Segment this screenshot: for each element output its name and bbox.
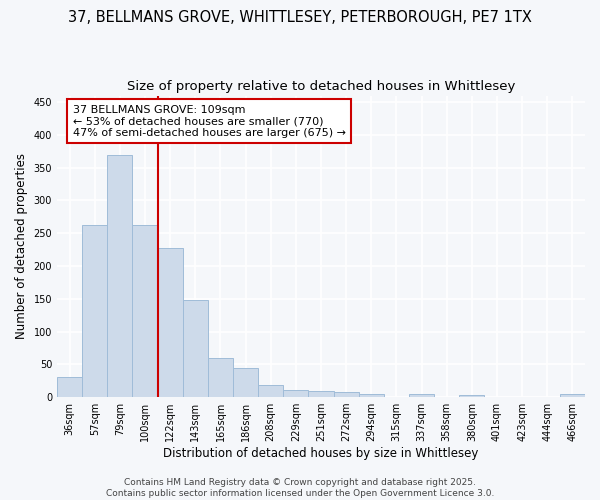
Bar (359, 394, 384, 397)
X-axis label: Distribution of detached houses by size in Whittlesey: Distribution of detached houses by size … (163, 447, 479, 460)
Bar (308, 390, 334, 397)
Bar (409, 394, 434, 397)
Bar (107, 154, 133, 397)
Text: 37 BELLMANS GROVE: 109sqm
← 53% of detached houses are smaller (770)
47% of semi: 37 BELLMANS GROVE: 109sqm ← 53% of detac… (73, 104, 346, 138)
Y-axis label: Number of detached properties: Number of detached properties (15, 154, 28, 340)
Text: Contains HM Land Registry data © Crown copyright and database right 2025.
Contai: Contains HM Land Registry data © Crown c… (106, 478, 494, 498)
Bar (459, 395, 484, 397)
Bar (82, 226, 107, 397)
Bar (283, 390, 308, 397)
Bar (133, 226, 158, 397)
Text: 37, BELLMANS GROVE, WHITTLESEY, PETERBOROUGH, PE7 1TX: 37, BELLMANS GROVE, WHITTLESEY, PETERBOR… (68, 10, 532, 25)
Bar (560, 394, 585, 397)
Bar (233, 368, 258, 397)
Bar (258, 386, 283, 397)
Bar (334, 392, 359, 397)
Bar (208, 358, 233, 397)
Bar (57, 378, 82, 397)
Title: Size of property relative to detached houses in Whittlesey: Size of property relative to detached ho… (127, 80, 515, 93)
Bar (183, 300, 208, 397)
Bar (158, 248, 183, 397)
